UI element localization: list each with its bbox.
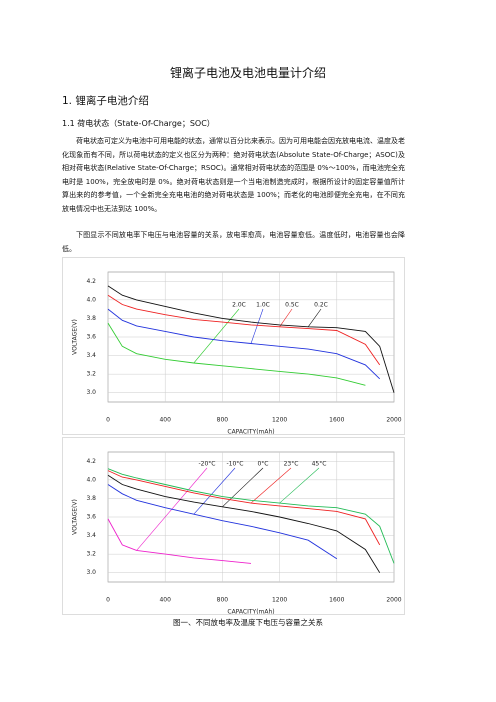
series-line	[107, 468, 395, 564]
series-line	[107, 484, 338, 560]
y-tick-label: 4.0	[86, 476, 96, 483]
paragraph: 荷电状态可定义为电池中可用电能的状态，通常以百分比来表示。因为可用电能会因充放电…	[62, 137, 405, 213]
series-label: 1.0C	[256, 302, 270, 309]
x-tick-label: 2000	[386, 597, 401, 604]
y-axis-label: VOLTAGE(V)	[72, 499, 79, 535]
series-label: 23°C	[284, 461, 299, 468]
y-tick-label: 3.2	[86, 551, 96, 558]
series-line	[107, 285, 395, 393]
x-tick-label: 1600	[329, 597, 344, 604]
leader-line	[279, 467, 320, 504]
paragraph: 下图显示不同放电率下电压与电池容量的关系，放电率愈高，电池容量愈低。温度低时，电…	[62, 231, 405, 253]
x-tick-label: 800	[217, 597, 229, 604]
series-label: 0.2C	[314, 302, 328, 309]
x-tick-label: 1600	[329, 417, 344, 424]
series-line	[107, 470, 381, 546]
leader-line	[193, 467, 236, 515]
y-tick-label: 4.2	[86, 458, 96, 465]
subheading: 1.1 荷电状态（State-Of-Charge；SOC）	[62, 119, 215, 128]
y-tick-label: 3.6	[86, 334, 96, 341]
leader-line	[307, 308, 322, 327]
x-axis-label: CAPACITY(mAh)	[227, 429, 274, 436]
chart: 3.0 3.2 3.4 3.6 3.8 4.0 4.2 0 400 800 1200 1600 2000…	[62, 257, 405, 435]
series-line	[107, 518, 252, 564]
x-tick-label: 1200	[272, 417, 287, 424]
leader-line	[193, 308, 240, 364]
series-line	[107, 308, 381, 380]
x-tick-label: 2000	[386, 417, 401, 424]
x-tick-label: 0	[106, 417, 110, 424]
x-tick-label: 0	[106, 597, 110, 604]
x-tick-label: 800	[217, 417, 229, 424]
doc-title: 锂离子电池及电池电量计介绍	[169, 66, 326, 80]
y-tick-label: 3.8	[86, 315, 96, 322]
leader-line	[250, 308, 264, 344]
leader-line	[222, 467, 264, 508]
chart: 3.0 3.2 3.4 3.6 3.8 4.0 4.2 0 400 800 1200 1600 2000…	[62, 437, 405, 615]
series-label: -10°C	[227, 461, 244, 468]
y-tick-label: 4.0	[86, 296, 96, 303]
y-tick-label: 3.2	[86, 371, 96, 378]
x-axis-label: CAPACITY(mAh)	[227, 609, 274, 616]
y-tick-label: 3.4	[86, 352, 96, 359]
y-tick-label: 3.0	[86, 389, 96, 396]
x-tick-label: 400	[159, 597, 171, 604]
series-label: -20°C	[199, 461, 216, 468]
y-tick-label: 3.8	[86, 495, 96, 502]
x-tick-label: 400	[159, 417, 171, 424]
series-label: 0°C	[257, 461, 268, 468]
y-tick-label: 3.4	[86, 532, 96, 539]
y-tick-label: 4.2	[86, 278, 96, 285]
leader-line	[279, 308, 293, 327]
series-label: 45°C	[312, 461, 327, 468]
x-tick-label: 1200	[272, 597, 287, 604]
leader-line	[250, 467, 292, 504]
series-label: 0.5C	[285, 302, 299, 309]
y-tick-label: 3.6	[86, 514, 96, 521]
series-line	[107, 294, 381, 366]
caption: 图一、不同放电率及温度下电压与容量之关系	[173, 618, 323, 627]
series-line	[107, 474, 381, 573]
series-label: 2.0C	[232, 302, 246, 309]
heading: 1. 锂离子电池介绍	[62, 95, 149, 107]
y-tick-label: 3.0	[86, 569, 96, 576]
y-axis-label: VOLTAGE(V)	[72, 319, 79, 355]
series-line	[107, 322, 366, 386]
